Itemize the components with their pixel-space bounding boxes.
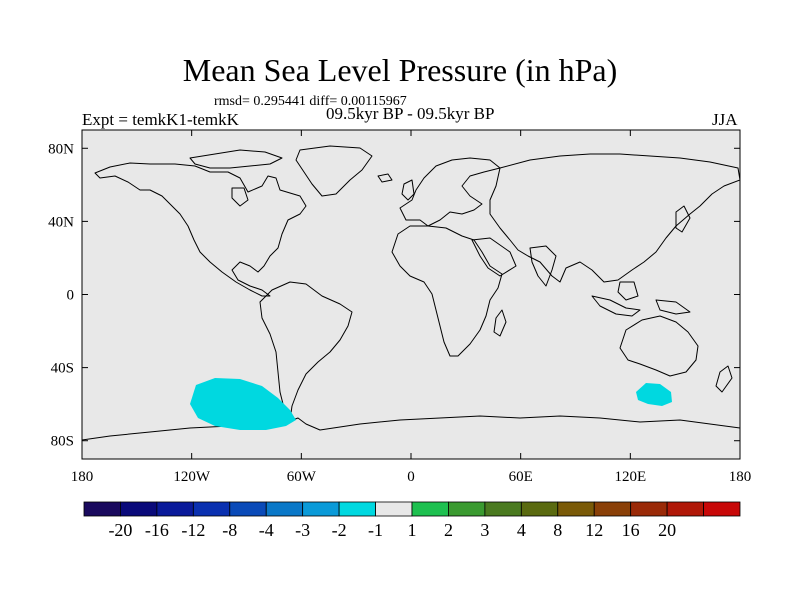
coast-british-isles bbox=[401, 179, 415, 201]
x-tick-label: 60W bbox=[287, 469, 317, 485]
period-label: 09.5kyr BP - 09.5kyr BP bbox=[326, 104, 495, 123]
colorbar-label: -2 bbox=[332, 520, 347, 540]
stats-line: rmsd= 0.295441 diff= 0.00115967 bbox=[214, 94, 407, 109]
coast-arabia bbox=[471, 237, 517, 277]
colorbar-label: 12 bbox=[585, 520, 603, 540]
colorbar-label: 8 bbox=[553, 520, 562, 540]
coast-new-guinea bbox=[655, 299, 691, 315]
coast-south-america bbox=[259, 281, 353, 421]
colorbar-label: 16 bbox=[622, 520, 640, 540]
colorbar-label: -20 bbox=[108, 520, 132, 540]
y-tick-label: 80N bbox=[48, 141, 74, 157]
colorbar-box bbox=[411, 501, 449, 517]
y-tick-label: 40S bbox=[51, 361, 74, 377]
coast-iceland bbox=[377, 173, 393, 183]
coast-new-zealand bbox=[715, 365, 733, 393]
colorbar-box bbox=[593, 501, 632, 517]
colorbar-box bbox=[375, 501, 413, 517]
colorbar-box bbox=[156, 501, 194, 517]
coast-north-america bbox=[94, 162, 307, 297]
colorbar-label: -4 bbox=[259, 520, 274, 540]
colorbar-label: 2 bbox=[444, 520, 453, 540]
x-tick-label: 0 bbox=[407, 469, 415, 485]
x-tick-label: 180 bbox=[729, 469, 752, 485]
x-tick-label: 180 bbox=[71, 469, 94, 485]
y-tick-label: 40N bbox=[48, 214, 74, 230]
colorbar-box bbox=[120, 501, 158, 517]
colorbar-label: -16 bbox=[145, 520, 169, 540]
colorbar-box bbox=[520, 501, 559, 517]
colorbar-box bbox=[630, 501, 668, 517]
coast-japan bbox=[675, 205, 691, 233]
colorbar-box bbox=[192, 501, 231, 517]
coast-hudson-bay bbox=[231, 187, 249, 207]
colorbar-label: 3 bbox=[480, 520, 489, 540]
colorbar-label: -12 bbox=[181, 520, 205, 540]
colorbar-label: 4 bbox=[517, 520, 526, 540]
colorbar-box bbox=[666, 501, 704, 517]
colorbar-box bbox=[302, 501, 340, 517]
colorbar-box bbox=[448, 501, 486, 517]
colorbar-box bbox=[83, 501, 121, 517]
coast-asia bbox=[489, 153, 740, 283]
coast-arctic-islands bbox=[189, 149, 283, 169]
colorbar-label: -3 bbox=[295, 520, 310, 540]
colorbar-label: 20 bbox=[658, 520, 676, 540]
colorbar-box bbox=[265, 501, 304, 517]
colorbar-box bbox=[229, 501, 267, 517]
coast-antarctica bbox=[82, 415, 740, 441]
x-tick-label: 60E bbox=[509, 469, 533, 485]
south-pacific-anomaly bbox=[190, 378, 296, 430]
coast-europe bbox=[399, 157, 501, 227]
x-tick-label: 120W bbox=[173, 469, 211, 485]
colorbar-box bbox=[338, 501, 376, 517]
colorbar-box bbox=[484, 501, 522, 517]
colorbar-label: -1 bbox=[368, 520, 383, 540]
plot-title: Mean Sea Level Pressure (in hPa) bbox=[182, 52, 618, 88]
southern-ocean-australia-anomaly bbox=[636, 383, 672, 406]
map-background bbox=[82, 130, 740, 459]
colorbar-box bbox=[703, 501, 741, 517]
experiment-label: Expt = temkK1-temkK bbox=[82, 110, 239, 129]
coast-australia bbox=[619, 315, 699, 377]
coast-greenland bbox=[295, 145, 373, 197]
colorbar-label: -8 bbox=[222, 520, 237, 540]
y-tick-label: 80S bbox=[51, 434, 74, 450]
season-label: JJA bbox=[712, 110, 738, 129]
colorbar-box bbox=[557, 501, 595, 517]
coast-madagascar bbox=[493, 309, 507, 337]
x-tick-label: 120E bbox=[614, 469, 646, 485]
coast-indonesia bbox=[591, 295, 641, 317]
coast-africa bbox=[391, 225, 503, 357]
coast-india bbox=[529, 245, 557, 287]
colorbar-label: 1 bbox=[408, 520, 417, 540]
coast-borneo bbox=[617, 281, 639, 301]
y-tick-label: 0 bbox=[67, 288, 75, 304]
